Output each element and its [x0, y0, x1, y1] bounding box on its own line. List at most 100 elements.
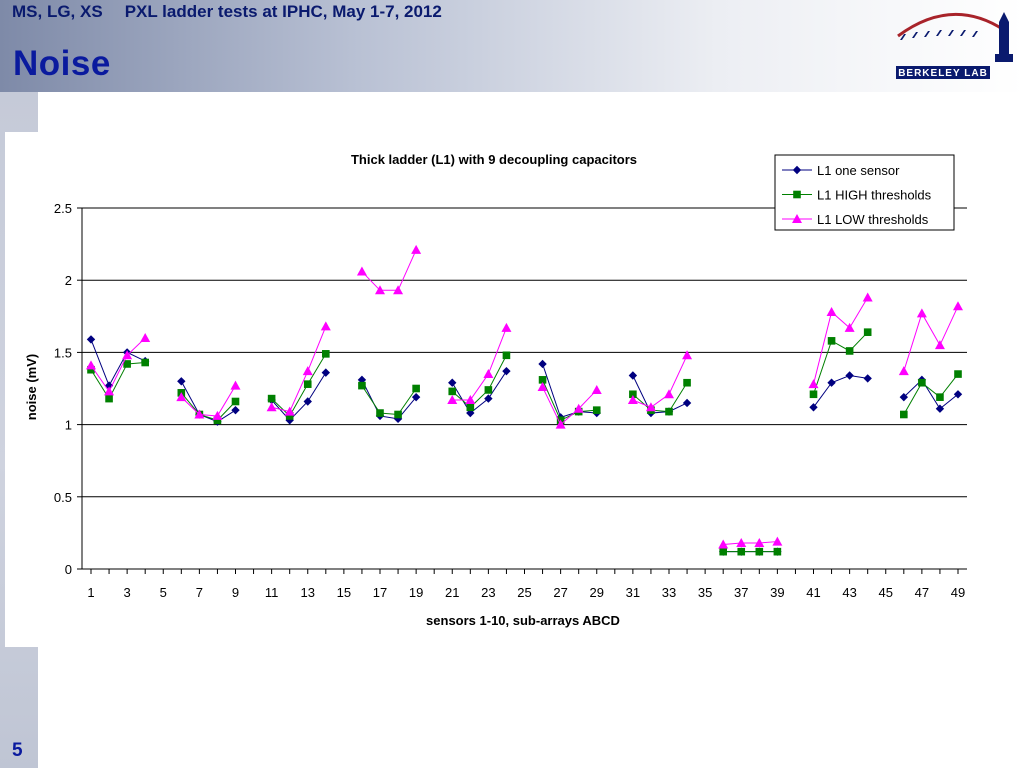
y-tick-label: 2 [65, 273, 72, 288]
gridlines [82, 207, 967, 498]
data-point [682, 398, 692, 408]
y-tick-labels: 0 0.5 1 1.5 2 2.5 [54, 201, 72, 577]
data-point [664, 389, 674, 399]
legend-label: L1 HIGH thresholds [817, 188, 932, 203]
x-tick-label: 39 [770, 585, 784, 600]
data-point [736, 538, 747, 548]
data-point [122, 350, 133, 360]
series-square [87, 328, 962, 556]
svg-text:BERKELEY LAB: BERKELEY LAB [898, 68, 988, 79]
data-point [303, 380, 312, 388]
data-point [555, 419, 566, 429]
x-tick-label: 47 [915, 585, 929, 600]
series-line-segment [90, 362, 146, 400]
series-line-segment [542, 386, 598, 426]
data-point [719, 547, 727, 556]
data-point [284, 406, 295, 416]
x-axis-label: sensors 1-10, sub-arrays ABCD [426, 613, 620, 628]
data-point [827, 337, 836, 345]
x-tick-label: 27 [553, 585, 567, 600]
x-tick-label: 21 [445, 585, 459, 600]
logo-arch-marks [900, 30, 978, 40]
legend-box [774, 154, 955, 231]
legend: L1 one sensor L1 HIGH thresholds L1 LOW th… [774, 154, 955, 231]
data-point [538, 376, 547, 384]
y-tick-label: 1 [65, 418, 72, 433]
series-line-segment [813, 374, 868, 408]
data-point [573, 403, 584, 413]
series-line-segment [632, 375, 688, 414]
data-point [772, 536, 783, 546]
data-point [934, 340, 945, 350]
data-point [898, 366, 909, 376]
x-tick-label: 19 [409, 585, 423, 600]
data-point [322, 350, 330, 358]
data-point [285, 412, 294, 420]
x-tick-label: 3 [124, 585, 131, 600]
data-point [863, 328, 872, 336]
data-point [502, 351, 511, 360]
data-point [863, 374, 872, 383]
data-point [302, 366, 313, 376]
data-point [592, 406, 601, 414]
series-line-segment [271, 326, 327, 413]
series-line-segment [361, 249, 417, 291]
data-point [213, 416, 222, 425]
x-tick-label: 23 [481, 585, 495, 600]
data-point [953, 390, 963, 399]
x-tick-label: 31 [626, 585, 640, 600]
series-line-segment [542, 363, 597, 419]
data-point [266, 402, 277, 412]
series-line-segment [180, 392, 236, 421]
x-tick-label: 49 [951, 585, 965, 600]
data-point [411, 392, 421, 402]
chart-title: Thick ladder (L1) with 9 decoupling capa… [351, 152, 637, 167]
data-point [862, 292, 873, 302]
data-point [845, 371, 854, 380]
data-point [376, 409, 384, 417]
y-tick-label: 0 [65, 562, 72, 577]
data-point [845, 347, 854, 355]
data-point [935, 404, 945, 413]
data-point [267, 394, 276, 403]
header-authors: MS, LG, XS [12, 2, 103, 21]
data-point [918, 378, 926, 387]
series-group [86, 244, 963, 556]
x-tick-label: 37 [734, 585, 748, 600]
data-point [123, 360, 131, 368]
series-line-segment [180, 381, 236, 423]
data-point [683, 378, 691, 387]
data-point [627, 395, 638, 405]
data-point [665, 407, 673, 416]
data-point [645, 402, 656, 412]
data-point [628, 371, 638, 380]
data-point [808, 379, 819, 389]
data-point [87, 365, 95, 374]
data-point [537, 382, 548, 392]
data-point [900, 410, 908, 419]
series-line-segment [271, 353, 327, 417]
series-line-segment [361, 379, 417, 420]
data-point [465, 395, 476, 405]
x-tick-label: 43 [842, 585, 856, 600]
data-point [754, 538, 765, 548]
data-point [629, 390, 637, 399]
series-line-segment [90, 337, 146, 393]
data-point [194, 409, 205, 419]
data-point [231, 397, 240, 406]
data-point [826, 306, 837, 316]
x-tick-label: 35 [698, 585, 712, 600]
data-point [899, 392, 909, 402]
page-number: 5 [12, 740, 23, 761]
data-point [501, 322, 512, 332]
x-tick-label: 33 [662, 585, 676, 600]
x-tick-label: 41 [806, 585, 820, 600]
series-line-segment [903, 373, 959, 415]
series-line-segment [632, 382, 688, 413]
data-point [140, 332, 151, 342]
series-line-segment [903, 379, 959, 410]
data-point [230, 380, 241, 390]
y-tick-label: 2.5 [54, 201, 72, 216]
series-triangle [86, 244, 963, 549]
